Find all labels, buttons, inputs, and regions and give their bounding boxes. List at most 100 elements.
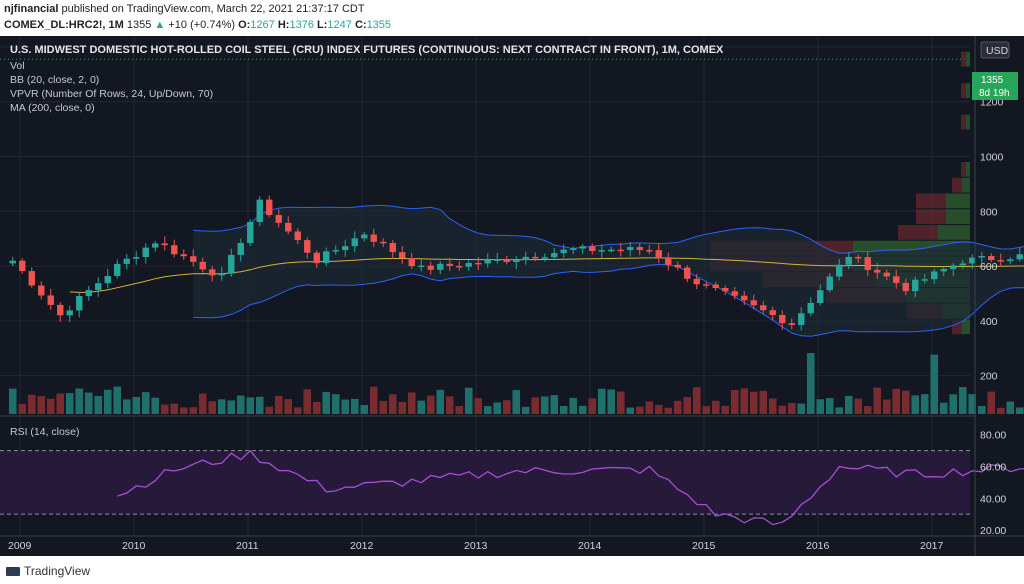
vp-up-bar: [965, 162, 970, 177]
rsi-band-fill: [0, 450, 970, 515]
indicator-ma[interactable]: MA (200, close, 0): [10, 102, 95, 114]
indicator-vpvr[interactable]: VPVR (Number Of Rows, 24, Up/Down, 70): [10, 88, 213, 100]
candlesticks: [9, 195, 1023, 331]
price-tag-value: 1355: [981, 75, 1004, 86]
candle-body: [883, 272, 890, 277]
y-tick-label: 600: [980, 261, 998, 273]
candle-body: [874, 269, 881, 273]
rsi-series: [117, 449, 1024, 526]
volume-bar: [901, 390, 910, 414]
volume-bar: [46, 398, 55, 414]
volume-bar: [255, 396, 264, 414]
candle-body: [997, 260, 1004, 262]
volume-bar: [160, 404, 169, 414]
tradingview-logo[interactable]: TradingView: [6, 564, 90, 578]
price-tag: [972, 72, 1018, 100]
vp-up-bar: [961, 177, 970, 193]
vp-up-bar: [937, 225, 970, 240]
candle-body: [266, 199, 273, 216]
volume-bar: [179, 407, 188, 414]
open-label: O:: [238, 19, 251, 31]
indicator-rsi[interactable]: RSI (14, close): [10, 426, 79, 438]
x-tick-label: 2015: [692, 540, 716, 552]
candle-body: [893, 276, 900, 283]
volume-bar: [863, 406, 872, 414]
rsi-background: [0, 450, 970, 515]
volume-bar: [692, 387, 701, 414]
candle-body: [864, 257, 871, 270]
open-value: 1267: [250, 19, 275, 31]
candle-body: [76, 296, 83, 311]
y-tick-label: 1000: [980, 152, 1004, 164]
volume-bar: [1006, 401, 1015, 414]
currency-button[interactable]: [980, 41, 1010, 59]
vp-down-bar: [916, 193, 946, 209]
indicator-vol[interactable]: Vol: [10, 60, 25, 72]
volume-bar: [749, 391, 758, 414]
candle-body: [560, 249, 567, 254]
candle-body: [133, 257, 140, 259]
candle-body: [19, 260, 26, 272]
low-value: 1247: [327, 19, 352, 31]
volume-bar: [417, 400, 426, 414]
candle-body: [598, 250, 605, 252]
rsi-tick-label: 60.00: [980, 461, 1006, 473]
candle-body: [836, 264, 843, 277]
volume-bar: [987, 391, 996, 414]
volume-bar: [768, 398, 777, 414]
volume-bar: [730, 390, 739, 414]
candle-body: [85, 290, 92, 297]
candle-body: [494, 259, 501, 261]
rsi-tick-label: 40.00: [980, 493, 1006, 505]
volume-bar: [759, 390, 768, 414]
candle-body: [456, 265, 463, 268]
vp-down-bar: [961, 51, 966, 67]
volume-bar: [27, 394, 36, 414]
volume-bar: [920, 394, 929, 414]
candle-body: [826, 276, 833, 291]
candle-body: [190, 256, 197, 262]
volume-bar: [797, 403, 806, 414]
volume-bar: [379, 400, 388, 414]
volume-bar: [683, 397, 692, 414]
currency-label[interactable]: USD: [986, 45, 1009, 57]
volume-bar: [892, 388, 901, 414]
vp-up-bar: [945, 209, 970, 224]
candle-body: [845, 256, 852, 265]
volume-bar: [56, 393, 65, 414]
volume-bar: [816, 399, 825, 414]
author-name[interactable]: njfinancial: [4, 3, 59, 15]
volume-bar: [778, 405, 787, 414]
candle-body: [152, 243, 159, 248]
candle-body: [171, 245, 178, 255]
volume-bar: [398, 401, 407, 414]
candle-body: [703, 284, 710, 286]
volume-bar: [141, 392, 150, 414]
candle-body: [617, 249, 624, 252]
vp-down-bar: [961, 162, 966, 177]
indicator-bb[interactable]: BB (20, close, 2, 0): [10, 74, 99, 86]
volume-bar: [474, 398, 483, 414]
volume-bar: [550, 395, 559, 414]
candle-body: [399, 252, 406, 259]
volume-bar: [578, 405, 587, 414]
candle-body: [1016, 254, 1023, 260]
close-value: 1355: [366, 19, 392, 31]
bb-upper: [193, 204, 1024, 254]
candle-body: [807, 302, 814, 314]
volume-bar: [711, 400, 720, 414]
candle-body: [817, 290, 824, 303]
candle-body: [389, 242, 396, 253]
candle-body: [636, 247, 643, 251]
price-change: +10 (+0.74%): [168, 19, 236, 31]
candle-body: [218, 273, 225, 276]
chart-area[interactable]: 2009201020112012201320142015201620172018…: [0, 36, 1024, 556]
volume-bar: [350, 398, 359, 414]
x-tick-label: 2010: [122, 540, 146, 552]
volume-bar: [464, 387, 473, 414]
x-tick-label: 2014: [578, 540, 602, 552]
candle-body: [342, 246, 349, 251]
volume-bar: [654, 404, 663, 414]
chart-svg[interactable]: 2009201020112012201320142015201620172018…: [0, 36, 1024, 556]
volume-bar: [436, 389, 445, 414]
